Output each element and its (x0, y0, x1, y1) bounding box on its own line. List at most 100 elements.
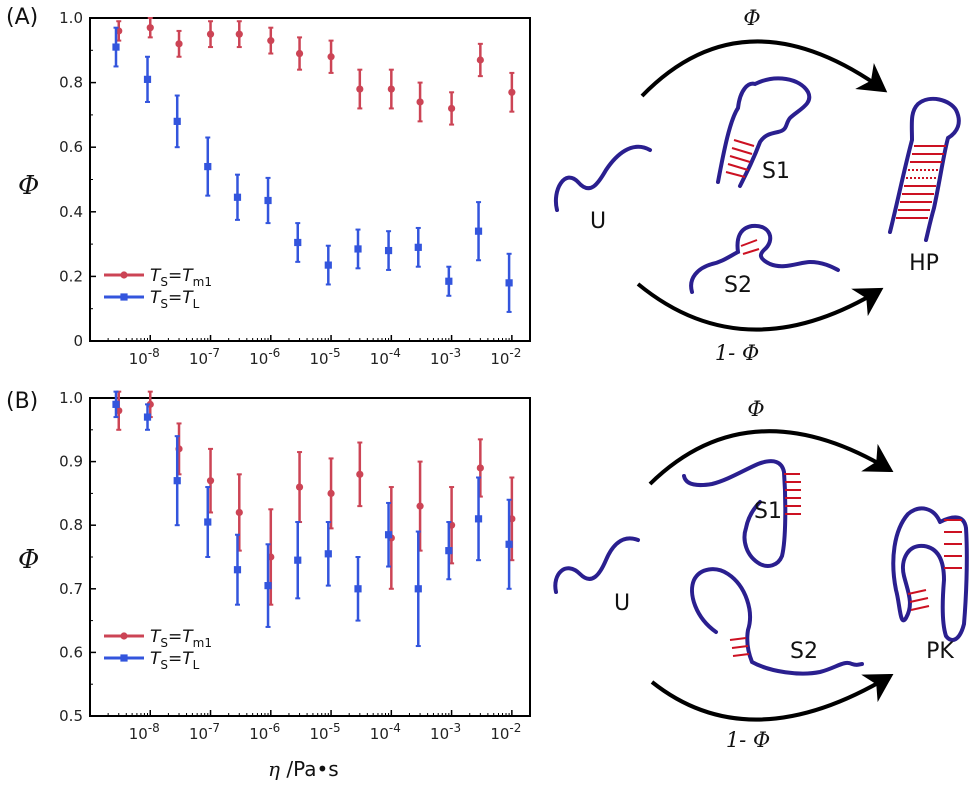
legend-label-part: S (160, 636, 168, 650)
intermediate-s2 (690, 567, 864, 676)
x-tick-base: 10 (249, 725, 268, 743)
data-point (204, 162, 212, 171)
legend-label-part: = (168, 288, 182, 308)
x-tick-exponent: -3 (449, 346, 461, 360)
y-tick-label: 0 (73, 332, 83, 350)
arrow-bottom-label: 1- Φ (715, 341, 759, 365)
pk-label: PK (926, 639, 954, 664)
data-point (416, 98, 424, 106)
y-tick-label: 0.8 (59, 516, 83, 534)
data-point (295, 49, 304, 58)
arrow-top (640, 39, 888, 98)
hp-base-pairs (896, 145, 946, 219)
x-tick-label: 10-8 (129, 721, 160, 743)
folding-diagram-pk: Φ 1- Φ U S1 S2 (553, 397, 969, 752)
x-tick-exponent: -2 (509, 346, 521, 360)
y-tick-label: 0.4 (59, 203, 83, 221)
data-point (173, 117, 181, 125)
intermediate-s2 (689, 223, 840, 294)
data-point (476, 464, 484, 472)
x-tick-exponent: -4 (389, 721, 401, 735)
x-tick-base: 10 (430, 725, 449, 743)
x-tick-base: 10 (129, 350, 148, 368)
s1-label: S1 (762, 159, 790, 184)
x-tick-base: 10 (129, 725, 148, 743)
series-red (115, 17, 516, 126)
s2-label: S2 (790, 639, 818, 664)
data-point (505, 279, 513, 287)
x-tick-base: 10 (490, 350, 509, 368)
y-tick-label: 1.0 (59, 389, 83, 407)
x-tick-base: 10 (310, 725, 329, 743)
data-point (445, 547, 453, 555)
s1-label: S1 (754, 499, 782, 524)
legend-marker (120, 632, 128, 640)
x-tick-base: 10 (370, 725, 389, 743)
data-point (327, 489, 335, 497)
chart-panel-a: Φ 00.20.40.60.81.010-8 10-7 10-6 10-5 10-4 10… (18, 9, 531, 368)
legend-label-part: S (160, 275, 168, 289)
data-point (264, 196, 272, 205)
arrow-bottom-label-text: 1- Φ (726, 728, 770, 752)
data-point (267, 37, 275, 45)
data-point (384, 246, 393, 255)
data-point (235, 30, 243, 38)
data-point (324, 550, 332, 558)
data-point (295, 483, 304, 491)
legend-label-part: T (182, 266, 194, 286)
x-tick-label: 10-2 (490, 346, 521, 368)
data-point (324, 261, 332, 269)
series-blue (112, 390, 513, 648)
x-tick-exponent: -4 (389, 346, 401, 360)
legend-label-part: m1 (193, 275, 212, 289)
y-axis-label: Φ (18, 545, 39, 575)
legend-label-part: T (150, 288, 162, 308)
arrow-bottom-label: 1- Φ (726, 728, 770, 752)
x-tick-label: 10-3 (430, 346, 461, 368)
x-tick-exponent: -2 (509, 721, 521, 735)
x-tick-exponent: -5 (329, 721, 341, 735)
s2-base-pairs (740, 239, 760, 255)
arrow-top-label: Φ (743, 6, 760, 30)
panel-a-label: (A) (6, 5, 38, 30)
x-tick-label: 10-4 (370, 346, 401, 368)
y-tick-label: 0.6 (59, 138, 83, 156)
data-point (414, 585, 422, 593)
legend-label: TS=Tm1 (150, 266, 212, 289)
legend-label-part: L (193, 297, 200, 311)
x-tick-exponent: -5 (329, 346, 341, 360)
x-tick-exponent: -7 (208, 721, 220, 735)
legend-label-part: m1 (193, 636, 212, 650)
x-tick-base: 10 (310, 350, 329, 368)
legend-label-part: S (160, 658, 168, 672)
legend-marker (120, 654, 128, 662)
panel-b-label: (B) (6, 389, 38, 414)
data-point (294, 556, 302, 564)
legend-label: TS=TL (150, 649, 200, 672)
data-point (354, 585, 362, 593)
legend-label-part: T (150, 266, 162, 286)
y-tick-label: 0.7 (59, 580, 83, 598)
data-point (354, 245, 362, 253)
pseudoknot-structure (891, 506, 969, 642)
x-tick-label: 10-7 (189, 721, 220, 743)
unfolded-label: U (590, 209, 606, 234)
data-point (233, 566, 242, 574)
data-point (206, 477, 215, 485)
data-point (112, 43, 120, 51)
hairpin-structure (888, 96, 961, 242)
data-point (112, 400, 120, 408)
data-point (508, 88, 516, 96)
x-tick-exponent: -8 (148, 721, 160, 735)
data-point (173, 477, 181, 485)
legend-label-part: = (168, 266, 182, 286)
y-tick-label: 0.2 (59, 267, 83, 285)
legend-label-part: T (150, 649, 162, 669)
y-tick-label: 1.0 (59, 9, 83, 27)
data-point (474, 515, 483, 523)
x-tick-label: 10-5 (310, 346, 341, 368)
data-point (175, 40, 183, 48)
data-point (327, 53, 335, 61)
